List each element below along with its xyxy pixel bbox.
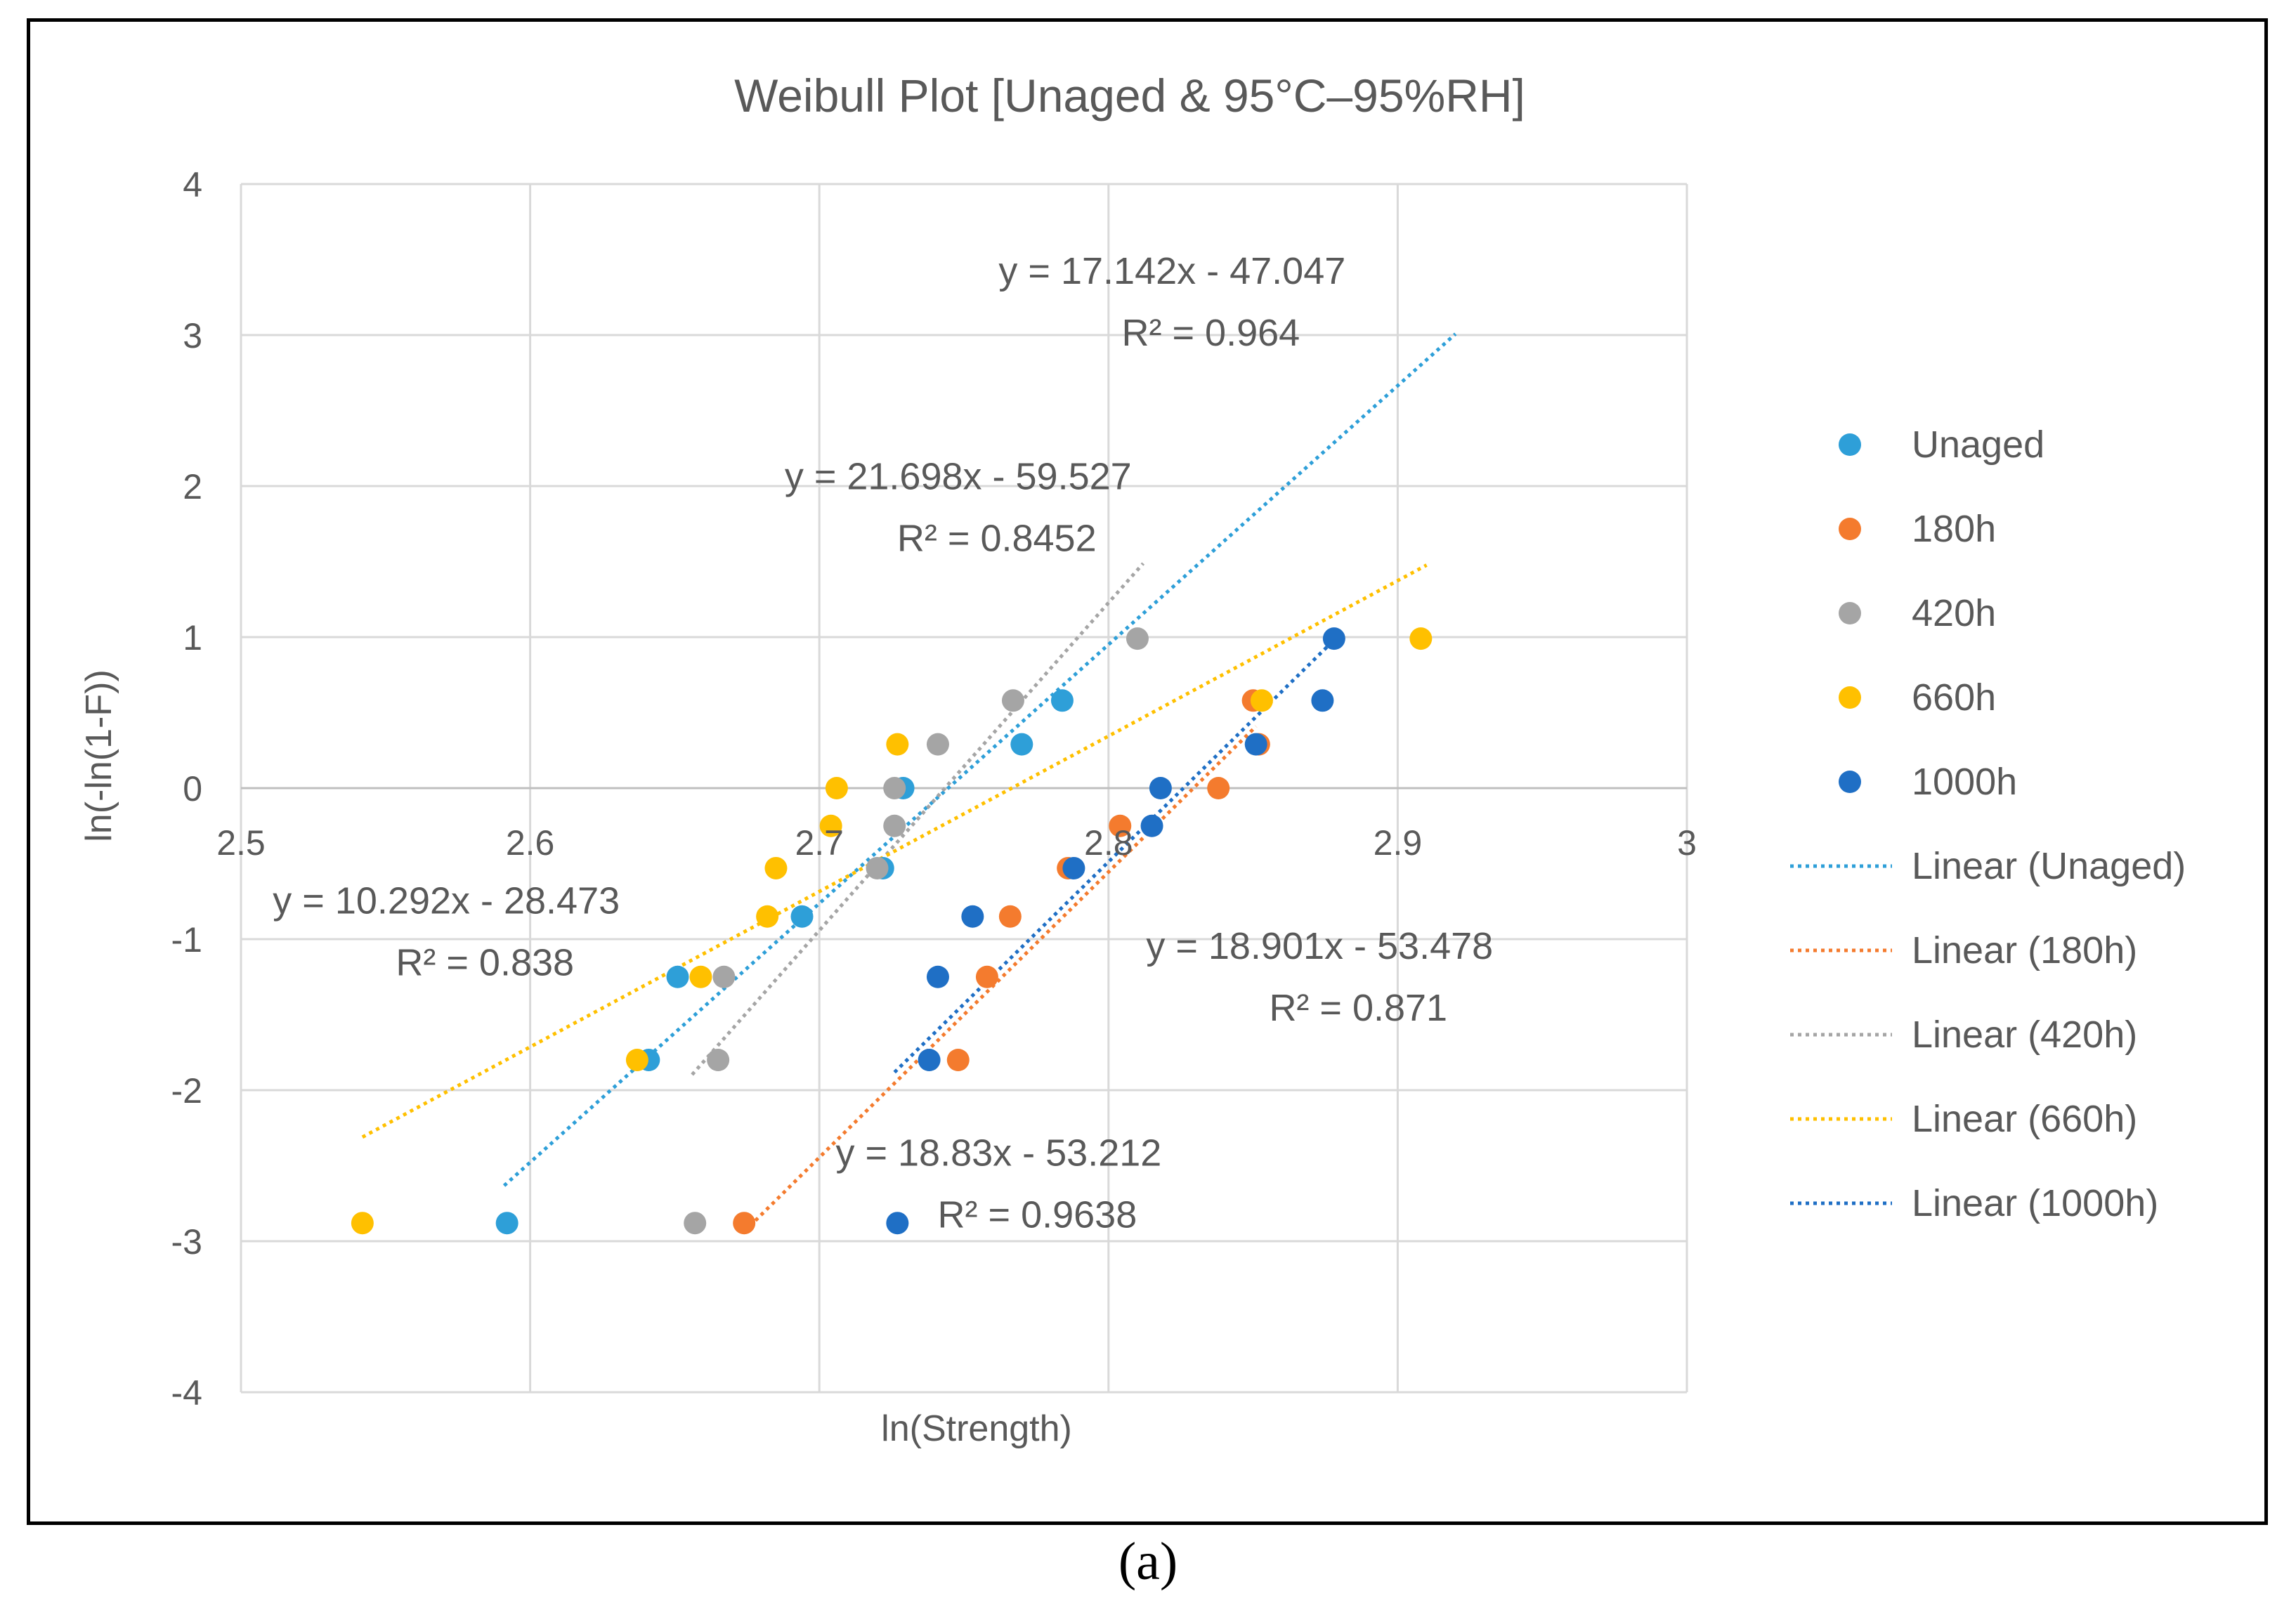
legend-fit-label-1000h: Linear (1000h) bbox=[1912, 1182, 2158, 1224]
equation-180h: y = 18.901x - 53.478 bbox=[1146, 925, 1493, 967]
legend-fit-label-420h: Linear (420h) bbox=[1912, 1014, 2137, 1056]
legend-marker-1000h bbox=[1839, 771, 1861, 793]
y-tick-label: -4 bbox=[171, 1373, 202, 1413]
point-1000h bbox=[926, 965, 949, 988]
point-1000h bbox=[1322, 627, 1345, 650]
legend-label-unaged: Unaged bbox=[1912, 424, 2044, 466]
equation-1000h: y = 18.83x - 53.212 bbox=[835, 1132, 1161, 1174]
y-tick-label: 2 bbox=[183, 467, 202, 506]
point-1000h bbox=[961, 905, 984, 928]
point-420h bbox=[707, 1049, 730, 1071]
point-420h bbox=[684, 1212, 707, 1235]
y-tick-label: -2 bbox=[171, 1071, 202, 1111]
point-660h bbox=[1250, 689, 1273, 712]
grid bbox=[240, 183, 1688, 1394]
y-tick-label: 4 bbox=[183, 165, 202, 204]
y-tick-label: -3 bbox=[171, 1222, 202, 1262]
r-squared-1000h: R² = 0.9638 bbox=[938, 1194, 1137, 1236]
data-points bbox=[351, 627, 1433, 1235]
point-660h bbox=[764, 856, 788, 879]
point-180h bbox=[946, 1049, 970, 1071]
point-660h bbox=[689, 965, 712, 988]
point-1000h bbox=[1149, 777, 1172, 799]
point-420h bbox=[712, 965, 736, 988]
r-squared-420h: R² = 0.8452 bbox=[897, 517, 1097, 559]
point-660h bbox=[351, 1212, 374, 1235]
figure-frame: 2.5 2.6 2.7 2.8 2.9 3 4 3 2 1 0 -1 -2 -3 -4 y = 17.142… bbox=[27, 18, 2268, 1525]
point-180h bbox=[733, 1212, 756, 1235]
point-420h bbox=[926, 733, 949, 756]
point-420h bbox=[883, 814, 906, 837]
legend-fit-label-180h: Linear (180h) bbox=[1912, 929, 2137, 971]
point-180h bbox=[998, 905, 1022, 928]
point-unaged bbox=[790, 905, 814, 928]
point-660h bbox=[1409, 627, 1433, 650]
point-660h bbox=[825, 777, 848, 799]
r-squared-180h: R² = 0.871 bbox=[1269, 987, 1447, 1029]
point-1000h bbox=[918, 1049, 941, 1071]
y-axis-label: ln(-ln(1-F)) bbox=[79, 669, 119, 842]
point-660h bbox=[625, 1049, 648, 1071]
point-unaged bbox=[666, 965, 689, 988]
point-1000h bbox=[1311, 689, 1334, 712]
point-1000h bbox=[1062, 856, 1085, 879]
y-tick-label: 0 bbox=[183, 769, 202, 808]
legend-marker-unaged bbox=[1839, 433, 1861, 456]
legend-fit-label-660h: Linear (660h) bbox=[1912, 1098, 2137, 1140]
chart-title: Weibull Plot [Unaged & 95°C–95%RH] bbox=[734, 70, 1525, 122]
point-180h bbox=[1109, 814, 1132, 837]
figure-caption: (a) bbox=[1118, 1532, 1178, 1591]
x-tick-label: 2.5 bbox=[216, 823, 266, 863]
y-tick-label: 1 bbox=[183, 618, 202, 657]
point-660h bbox=[756, 905, 779, 928]
tick-labels: 2.5 2.6 2.7 2.8 2.9 3 4 3 2 1 0 -1 -2 -3 -4 bbox=[171, 165, 1697, 1413]
equation-420h: y = 21.698x - 59.527 bbox=[785, 455, 1132, 497]
point-unaged bbox=[1050, 689, 1074, 712]
legend-label-660h: 660h bbox=[1912, 676, 1996, 719]
trendline-180h bbox=[748, 725, 1258, 1228]
x-axis-label: ln(Strength) bbox=[881, 1408, 1072, 1449]
x-tick-label: 3 bbox=[1677, 823, 1697, 863]
legend-label-1000h: 1000h bbox=[1912, 761, 2017, 803]
r-squared-660h: R² = 0.838 bbox=[396, 941, 574, 983]
point-1000h bbox=[1244, 733, 1267, 756]
point-unaged bbox=[1010, 733, 1033, 756]
trendline-420h bbox=[691, 562, 1145, 1076]
weibull-chart: 2.5 2.6 2.7 2.8 2.9 3 4 3 2 1 0 -1 -2 -3 -4 y = 17.142… bbox=[79, 70, 2186, 1449]
y-tick-label: 3 bbox=[183, 316, 202, 355]
point-1000h bbox=[886, 1212, 909, 1235]
point-660h bbox=[886, 733, 909, 756]
point-420h bbox=[883, 777, 906, 799]
point-420h bbox=[1001, 689, 1024, 712]
point-660h bbox=[819, 814, 842, 837]
point-180h bbox=[975, 965, 998, 988]
equation-unaged: y = 17.142x - 47.047 bbox=[998, 250, 1345, 292]
trendlines bbox=[361, 332, 1457, 1228]
x-tick-label: 2.6 bbox=[506, 823, 555, 863]
point-420h bbox=[866, 856, 889, 879]
point-1000h bbox=[1140, 814, 1163, 837]
trendline-1000h bbox=[893, 639, 1336, 1074]
y-tick-label: -1 bbox=[171, 920, 202, 960]
point-180h bbox=[1207, 777, 1230, 799]
trendline-equations: y = 17.142x - 47.047 R² = 0.964 y = 18.901… bbox=[273, 250, 1493, 1236]
legend-marker-660h bbox=[1839, 686, 1861, 709]
trendline-660h bbox=[361, 563, 1428, 1139]
legend-marker-180h bbox=[1839, 518, 1861, 540]
point-unaged bbox=[495, 1212, 518, 1235]
legend-marker-420h bbox=[1839, 602, 1861, 624]
x-tick-label: 2.7 bbox=[795, 823, 844, 863]
r-squared-unaged: R² = 0.964 bbox=[1122, 312, 1300, 354]
legend-fit-label-unaged: Linear (Unaged) bbox=[1912, 845, 2186, 887]
legend-label-180h: 180h bbox=[1912, 508, 1996, 550]
x-tick-label: 2.8 bbox=[1084, 823, 1133, 863]
point-420h bbox=[1126, 627, 1149, 650]
legend-label-420h: 420h bbox=[1912, 592, 1996, 634]
x-tick-label: 2.9 bbox=[1374, 823, 1423, 863]
equation-660h: y = 10.292x - 28.473 bbox=[273, 879, 620, 922]
legend: Unaged 180h 420h 660h 1000h Linear (Unaged) Li… bbox=[1790, 424, 2186, 1224]
